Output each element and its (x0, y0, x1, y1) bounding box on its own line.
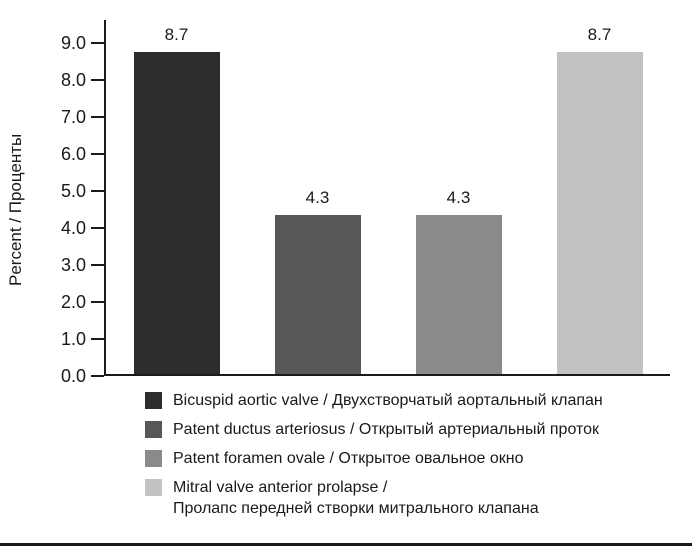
y-tick-label: 6.0 (60, 144, 86, 164)
y-tick-mark (91, 42, 104, 44)
legend: Bicuspid aortic valve / Двухстворчатый а… (145, 390, 603, 520)
legend-swatch (145, 392, 162, 409)
y-tick: 0.0 (0, 367, 104, 385)
y-tick-label: 0.0 (60, 366, 86, 386)
y-tick-mark (91, 227, 104, 229)
legend-label: Bicuspid aortic valve / Двухстворчатый а… (173, 392, 603, 409)
y-tick: 9.0 (0, 34, 104, 52)
legend-item: Mitral valve anterior prolapse / Пролапс… (145, 477, 603, 519)
y-tick-label: 1.0 (60, 328, 86, 349)
bar: 4.3 (415, 188, 502, 374)
legend-swatch (145, 479, 162, 497)
bar-slot: 4.3 (415, 41, 502, 374)
plot-area: 8.7 4.3 4.3 8.7 (104, 20, 670, 376)
figure-bottom-border (0, 543, 692, 546)
bar: 8.7 (133, 25, 220, 374)
bar: 8.7 (556, 25, 643, 374)
legend-label: Patent ductus arteriosus / Открытый арте… (173, 421, 600, 439)
y-tick-label: 3.0 (60, 255, 86, 275)
y-tick-mark (91, 153, 104, 155)
legend-item: Patent foramen ovale / Открытое овальное… (145, 448, 603, 469)
bars: 8.7 4.3 4.3 8.7 (106, 25, 670, 374)
legend-label: Patent foramen ovale / Открытое овальное… (173, 450, 524, 468)
y-tick: 4.0 (0, 219, 104, 237)
bar-slot: 8.7 (133, 25, 220, 374)
y-tick: 1.0 (0, 330, 104, 348)
y-tick-label: 7.0 (60, 106, 86, 127)
y-axis-ticks: 9.0 8.0 7.0 6.0 5.0 4.0 3.0 2.0 1.0 0.0 (0, 34, 104, 385)
y-tick: 6.0 (0, 145, 104, 163)
legend-item: Bicuspid aortic valve / Двухстворчатый а… (145, 390, 603, 411)
y-tick-mark (91, 301, 104, 303)
y-tick-label: 9.0 (60, 33, 86, 53)
y-tick-mark (91, 189, 104, 192)
bar-value-label: 4.3 (305, 187, 330, 207)
bar-value-label: 8.7 (587, 25, 612, 45)
bar-slot: 8.7 (556, 25, 643, 374)
y-tick: 5.0 (0, 182, 104, 200)
y-tick: 8.0 (0, 71, 104, 89)
y-tick: 3.0 (0, 256, 104, 274)
bar-slot: 4.3 (274, 41, 361, 374)
y-tick-label: 2.0 (60, 292, 86, 312)
bar-value-label: 8.7 (164, 25, 189, 45)
y-tick-label: 4.0 (60, 218, 86, 238)
bar: 4.3 (274, 188, 361, 374)
y-tick-label: 5.0 (60, 180, 86, 201)
y-tick-mark (91, 264, 104, 266)
y-tick-mark (91, 115, 104, 118)
legend-item: Patent ductus arteriosus / Открытый арте… (145, 419, 603, 440)
legend-label: Mitral valve anterior prolapse / Пролапс… (173, 479, 539, 518)
y-tick-mark (91, 337, 104, 340)
legend-swatch (145, 421, 162, 439)
y-tick-mark (91, 375, 104, 377)
legend-swatch (145, 450, 162, 468)
y-tick-mark (91, 78, 104, 81)
y-tick-label: 8.0 (60, 69, 86, 90)
bar-value-label: 4.3 (446, 187, 471, 207)
y-tick: 7.0 (0, 108, 104, 126)
y-tick: 2.0 (0, 293, 104, 311)
